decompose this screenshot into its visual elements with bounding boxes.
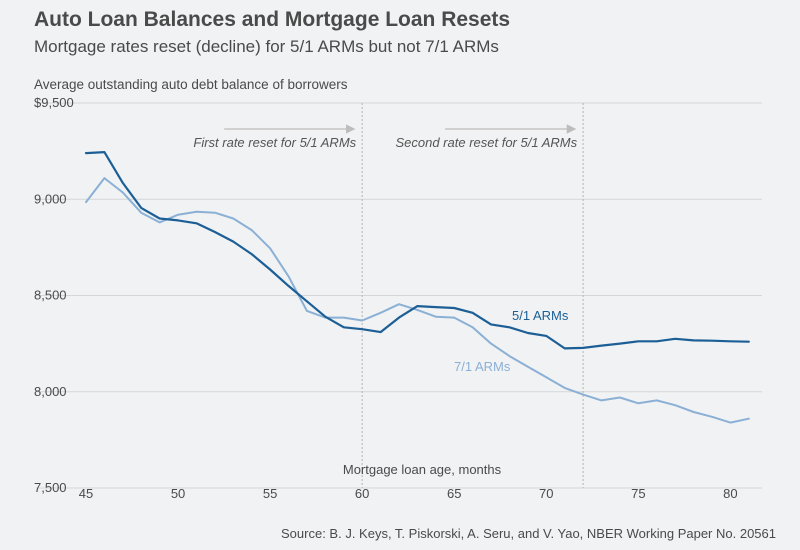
chart-subtitle: Mortgage rates reset (decline) for 5/1 A…	[34, 37, 499, 56]
x-tick-label: 75	[631, 486, 645, 501]
x-tick-label: 55	[263, 486, 277, 501]
reset-markers: First rate reset for 5/1 ARMs Second rate…	[193, 103, 584, 488]
x-tick-label: 70	[539, 486, 553, 501]
series-lines	[84, 151, 750, 424]
chart-title: Auto Loan Balances and Mortgage Loan Res…	[34, 8, 511, 31]
x-axis-title: Mortgage loan age, months	[343, 462, 502, 477]
y-tick-label: 8,000	[34, 384, 67, 399]
series-line-7-1-arms	[85, 177, 750, 424]
reset-annotation: First rate reset for 5/1 ARMs	[193, 135, 356, 150]
x-tick-label: 45	[79, 486, 93, 501]
source-note: Source: B. J. Keys, T. Piskorski, A. Ser…	[281, 526, 776, 541]
x-tick-label: 60	[355, 486, 369, 501]
series-label-7-1-arms: 7/1 ARMs	[454, 359, 511, 374]
y-tick-label: 7,500	[34, 480, 67, 495]
grid-lines	[36, 102, 762, 489]
series-label-5-1-arms: 5/1 ARMs	[512, 308, 569, 323]
series-line-5-1-arms	[84, 151, 750, 350]
y-tick-label: 8,500	[34, 288, 67, 303]
y-tick-label: 9,000	[34, 191, 67, 206]
x-tick-label: 50	[171, 486, 185, 501]
reset-annotation: Second rate reset for 5/1 ARMs	[395, 135, 577, 150]
x-tick-label: 80	[723, 486, 737, 501]
y-tick-label: $9,500	[34, 95, 74, 110]
axis-ticks: 7,500 8,000 8,500 9,000 $9,500 45 50 55 60 65 70 75…	[34, 95, 738, 501]
y-axis-title: Average outstanding auto debt balance of…	[34, 77, 348, 92]
x-tick-label: 65	[447, 486, 461, 501]
